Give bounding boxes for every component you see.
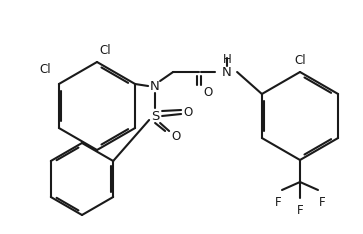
- Text: O: O: [203, 85, 212, 99]
- Text: F: F: [275, 196, 281, 209]
- Text: O: O: [171, 129, 180, 143]
- Text: Cl: Cl: [99, 44, 111, 57]
- Text: Cl: Cl: [39, 63, 51, 76]
- Text: O: O: [183, 106, 192, 118]
- Text: N: N: [150, 80, 160, 92]
- Text: F: F: [319, 196, 325, 209]
- Text: N: N: [222, 66, 232, 78]
- Text: F: F: [297, 204, 303, 217]
- Text: S: S: [151, 110, 159, 123]
- Text: Cl: Cl: [294, 54, 306, 67]
- Text: H: H: [223, 53, 232, 66]
